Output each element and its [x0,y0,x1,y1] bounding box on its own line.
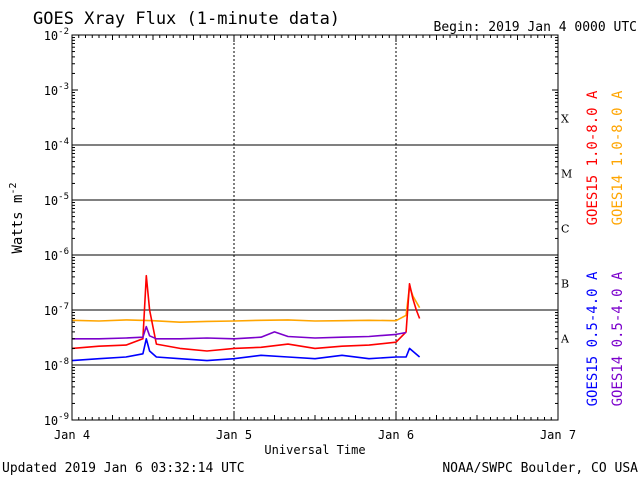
grid-lines [72,35,558,420]
series-line-1 [71,274,421,352]
flare-class-label-A: A [560,333,570,346]
flare-class-label-B: B [561,278,569,291]
flare-class-label-X: X [561,113,569,126]
x-tick-label-2: Jan 6 [378,428,414,442]
y-tick-label-4: 10-6 [44,247,69,263]
series-line-2 [72,325,407,340]
y-tick-base: 10 [44,249,58,263]
y-axis-label: Watts m-2 [8,182,26,253]
begin-label: Begin: 2019 Jan 4 0000 UTC [434,20,638,35]
x-tick-label-0: Jan 4 [54,428,90,442]
legend-goes14-short: GOES14 0.5-4.0 A [610,271,626,406]
credit-label: NOAA/SWPC Boulder, CO USA [442,461,638,476]
y-tick-label-2: 10-4 [44,137,69,153]
chart-title: GOES Xray Flux (1-minute data) [33,9,340,29]
y-tick-exponent: -9 [58,412,69,422]
y-tick-label-1: 10-3 [44,82,69,98]
x-axis-label: Universal Time [264,443,365,457]
x-tick-label-3: Jan 7 [540,428,576,442]
x-axis-ticks: Jan 4 Jan 5 Jan 6 Jan 7 [54,35,576,442]
y-tick-label-7: 10-9 [44,412,69,428]
right-legend-short: GOES15 0.5-4.0 A GOES14 0.5-4.0 A [585,271,626,406]
flare-class-label-M: M [561,168,572,181]
flare-class-label-C: C [561,223,569,236]
updated-timestamp: Updated 2019 Jan 6 03:32:14 UTC [2,461,245,476]
y-axis-ticks: 10-210-310-410-510-610-710-810-9 [44,27,558,428]
y-tick-exponent: -4 [58,137,69,147]
y-tick-exponent: -6 [58,247,69,257]
y-tick-base: 10 [44,194,58,208]
y-tick-label-6: 10-8 [44,357,69,373]
y-axis-label-exponent: -2 [8,182,19,194]
y-tick-base: 10 [44,414,58,428]
series-line-3 [71,337,421,362]
y-tick-label-5: 10-7 [44,302,69,318]
y-tick-base: 10 [44,359,58,373]
y-tick-exponent: -3 [58,82,69,92]
legend-goes14-long: GOES14 1.0-8.0 A [610,90,626,225]
right-legend-long: GOES15 1.0-8.0 A GOES14 1.0-8.0 A [585,90,626,225]
legend-goes15-long: GOES15 1.0-8.0 A [585,90,601,225]
y-tick-base: 10 [44,304,58,318]
y-tick-label-3: 10-5 [44,192,69,208]
y-tick-base: 10 [44,139,58,153]
y-tick-base: 10 [44,84,58,98]
legend-goes15-short: GOES15 0.5-4.0 A [585,271,601,406]
flare-class-labels: X M C B A [560,113,572,346]
x-tick-label-1: Jan 5 [216,428,252,442]
series-group [71,274,421,362]
y-tick-exponent: -8 [58,357,69,367]
y-tick-exponent: -7 [58,302,69,312]
y-tick-label-0: 10-2 [44,27,69,43]
y-axis-label-main: Watts m [10,195,26,254]
y-tick-exponent: -5 [58,192,69,202]
y-tick-base: 10 [44,29,58,43]
y-tick-exponent: -2 [58,27,69,37]
